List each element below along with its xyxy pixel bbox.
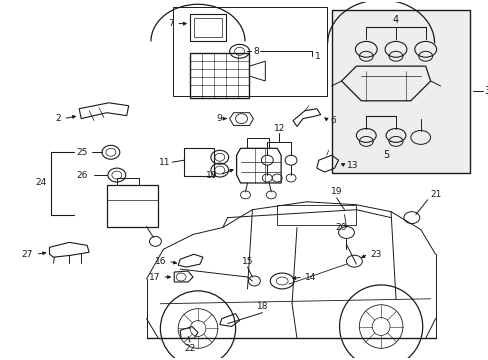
Bar <box>107 185 158 226</box>
Text: 13: 13 <box>346 161 357 170</box>
Text: 8: 8 <box>253 47 259 56</box>
Text: 25: 25 <box>76 148 87 157</box>
Text: 22: 22 <box>184 344 195 353</box>
Text: 26: 26 <box>76 171 87 180</box>
Text: 23: 23 <box>369 250 381 259</box>
Text: 11: 11 <box>159 158 170 167</box>
Text: 24: 24 <box>36 179 47 188</box>
Text: 6: 6 <box>330 116 336 125</box>
Text: 17: 17 <box>148 273 160 282</box>
Text: 18: 18 <box>256 302 267 311</box>
Text: 16: 16 <box>155 257 166 266</box>
Text: 12: 12 <box>273 124 285 133</box>
Bar <box>247 139 269 148</box>
Text: 4: 4 <box>392 15 398 24</box>
Text: 5: 5 <box>382 150 388 160</box>
Text: 15: 15 <box>241 257 253 266</box>
Text: 1: 1 <box>314 52 320 61</box>
Text: 10: 10 <box>206 171 217 180</box>
Text: 2: 2 <box>56 114 61 123</box>
Bar <box>173 7 326 96</box>
Bar <box>331 10 469 173</box>
Text: 3: 3 <box>483 86 488 96</box>
Text: 21: 21 <box>430 190 441 199</box>
Text: 9: 9 <box>216 114 221 123</box>
Bar <box>117 178 138 185</box>
Bar <box>190 53 249 98</box>
Bar <box>277 205 356 225</box>
Text: 7: 7 <box>168 19 174 28</box>
Text: 27: 27 <box>22 250 33 259</box>
Text: 19: 19 <box>330 187 342 196</box>
Text: 14: 14 <box>305 273 316 282</box>
Text: 20: 20 <box>335 223 346 232</box>
Bar <box>184 148 213 176</box>
